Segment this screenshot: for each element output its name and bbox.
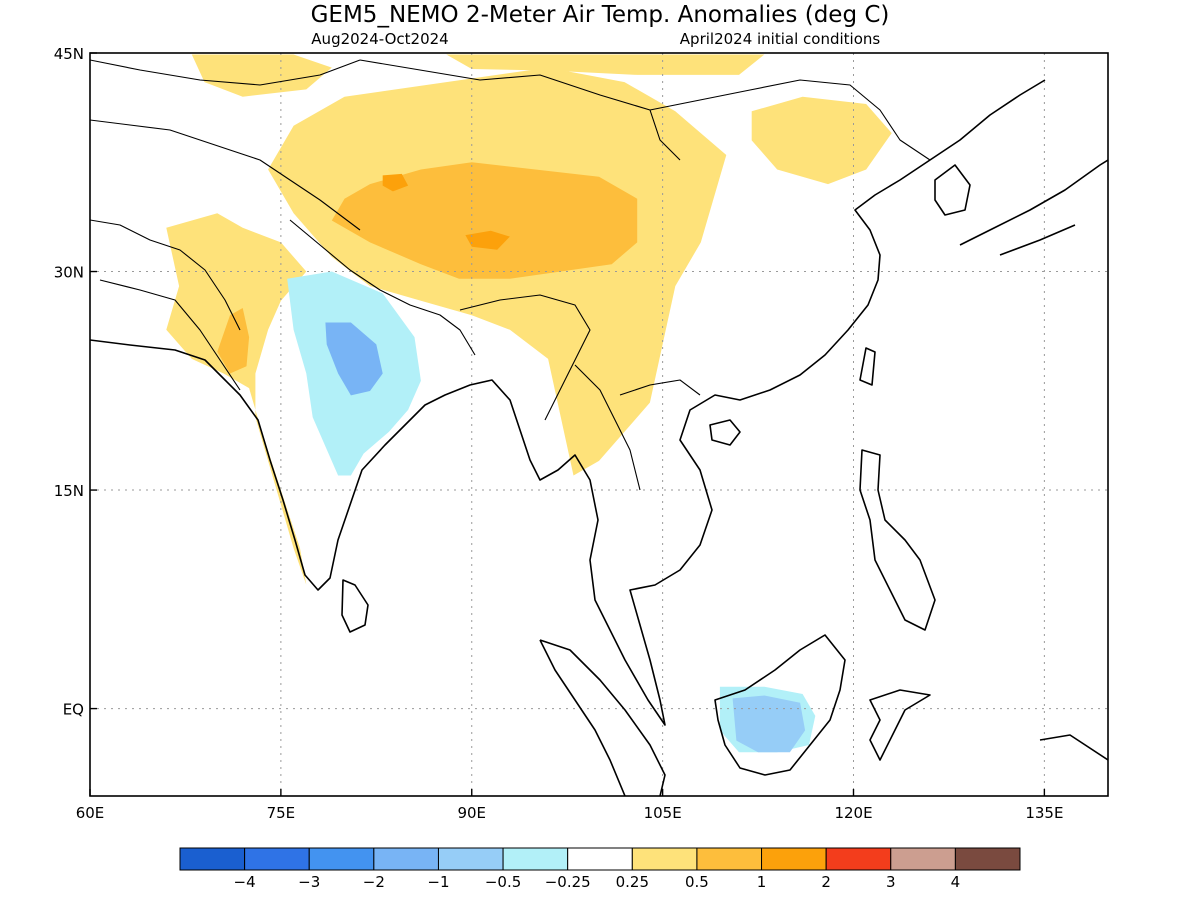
anomaly-region-6 [751, 96, 892, 185]
anomaly-region-13 [732, 695, 806, 753]
legend-swatch-4 [437, 847, 504, 871]
longitude-axis: 60E 75E 90E 105E 120E 135E [76, 789, 1063, 822]
legend-swatch-12 [954, 847, 1021, 871]
anomaly-region-11 [325, 322, 383, 396]
legend-swatch-2 [308, 847, 375, 871]
country-borders [90, 59, 931, 491]
lon-tick-label-2: 90E [457, 804, 486, 822]
lat-tick-label-3: EQ [63, 701, 84, 719]
legend-swatch-11 [890, 847, 956, 871]
legend-label-11: 4 [951, 873, 961, 891]
anomaly-shading [166, 54, 892, 753]
legend-swatch-7 [631, 847, 698, 871]
anomaly-region-4 [166, 213, 307, 585]
legend-swatch-1 [244, 847, 310, 871]
legend-swatch-0 [179, 847, 246, 871]
anomaly-region-5 [217, 308, 250, 374]
legend-label-10: 3 [886, 873, 896, 891]
gridlines [90, 53, 1108, 796]
legend-swatch-8 [696, 847, 763, 871]
anomaly-region-2 [465, 230, 510, 250]
lon-tick-label-3: 105E [644, 804, 682, 822]
map-area [90, 53, 1108, 796]
legend-swatch-10 [825, 847, 892, 871]
legend-label-6: 0.25 [616, 873, 649, 891]
legend-label-9: 2 [821, 873, 831, 891]
anomaly-region-7 [446, 54, 765, 75]
anomaly-region-8 [191, 54, 332, 97]
initial-conditions: April2024 initial conditions [680, 30, 881, 48]
legend-label-1: −3 [298, 873, 320, 891]
legend-swatch-5 [502, 847, 569, 871]
anomaly-region-1 [331, 162, 638, 279]
legend-label-5: −0.25 [545, 873, 591, 891]
legend-label-2: −2 [363, 873, 385, 891]
lat-tick-label-0: 45N [54, 45, 84, 63]
lon-tick-label-5: 135E [1025, 804, 1063, 822]
legend-swatch-3 [373, 847, 439, 871]
legend-label-0: −4 [234, 873, 256, 891]
color-legend [179, 847, 1021, 871]
map-frame [89, 52, 1109, 797]
legend-swatch-9 [761, 847, 827, 871]
lon-tick-label-0: 60E [76, 804, 105, 822]
color-legend-labels: −4 −3 −2 −1 −0.5 −0.25 0.25 0.5 1 2 3 4 [234, 873, 961, 891]
lat-tick-label-2: 15N [54, 482, 84, 500]
figure-title: GEM5_NEMO 2-Meter Air Temp. Anomalies (d… [311, 2, 890, 28]
lon-tick-label-4: 120E [834, 804, 872, 822]
latitude-axis: 45N 30N 15N EQ [54, 45, 97, 719]
legend-label-4: −0.5 [485, 873, 521, 891]
legend-label-8: 1 [757, 873, 767, 891]
legend-swatch-6 [567, 847, 633, 871]
forecast-period: Aug2024-Oct2024 [311, 30, 448, 48]
lon-tick-label-1: 75E [267, 804, 296, 822]
legend-label-7: 0.5 [685, 873, 709, 891]
coastlines [90, 79, 1108, 796]
lat-tick-label-1: 30N [54, 264, 84, 282]
anomaly-region-3 [382, 173, 409, 192]
legend-label-3: −1 [427, 873, 449, 891]
